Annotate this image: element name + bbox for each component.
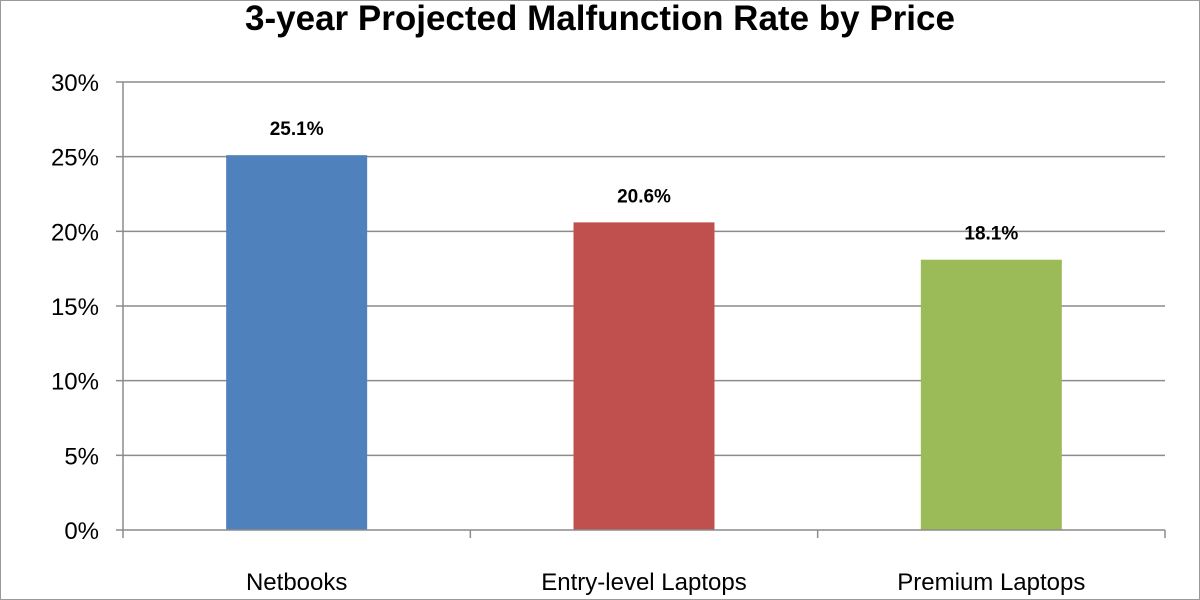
bar-entry-level-laptops — [573, 222, 715, 530]
y-tick-label: 20% — [51, 219, 99, 246]
y-tick-label: 30% — [51, 70, 99, 97]
labels: 0% 5% 10% 15% 20% 25% 30% 25.1% Netbooks 20.6% Ent… — [51, 70, 1085, 596]
bar-netbooks — [226, 155, 368, 530]
y-tick-label: 0% — [64, 518, 99, 545]
data-label: 25.1% — [270, 119, 324, 140]
data-label: 20.6% — [617, 186, 671, 207]
y-tick-label: 5% — [64, 443, 99, 470]
chart-title: 3-year Projected Malfunction Rate by Pri… — [245, 0, 955, 38]
y-tick-label: 15% — [51, 294, 99, 321]
axes — [116, 81, 1166, 538]
x-category-label: Premium Laptops — [897, 569, 1085, 596]
x-category-label: Netbooks — [246, 569, 347, 596]
y-tick-label: 10% — [51, 369, 99, 396]
y-tick-label: 25% — [51, 145, 99, 172]
bars — [226, 155, 1062, 530]
data-label: 18.1% — [964, 224, 1018, 245]
x-category-label: Entry-level Laptops — [541, 569, 746, 596]
bar-premium-laptops — [920, 259, 1062, 530]
